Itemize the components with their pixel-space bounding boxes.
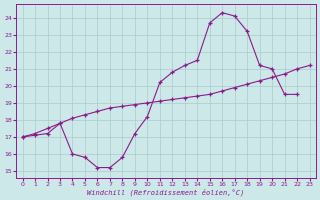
X-axis label: Windchill (Refroidissement éolien,°C): Windchill (Refroidissement éolien,°C)	[87, 188, 245, 196]
